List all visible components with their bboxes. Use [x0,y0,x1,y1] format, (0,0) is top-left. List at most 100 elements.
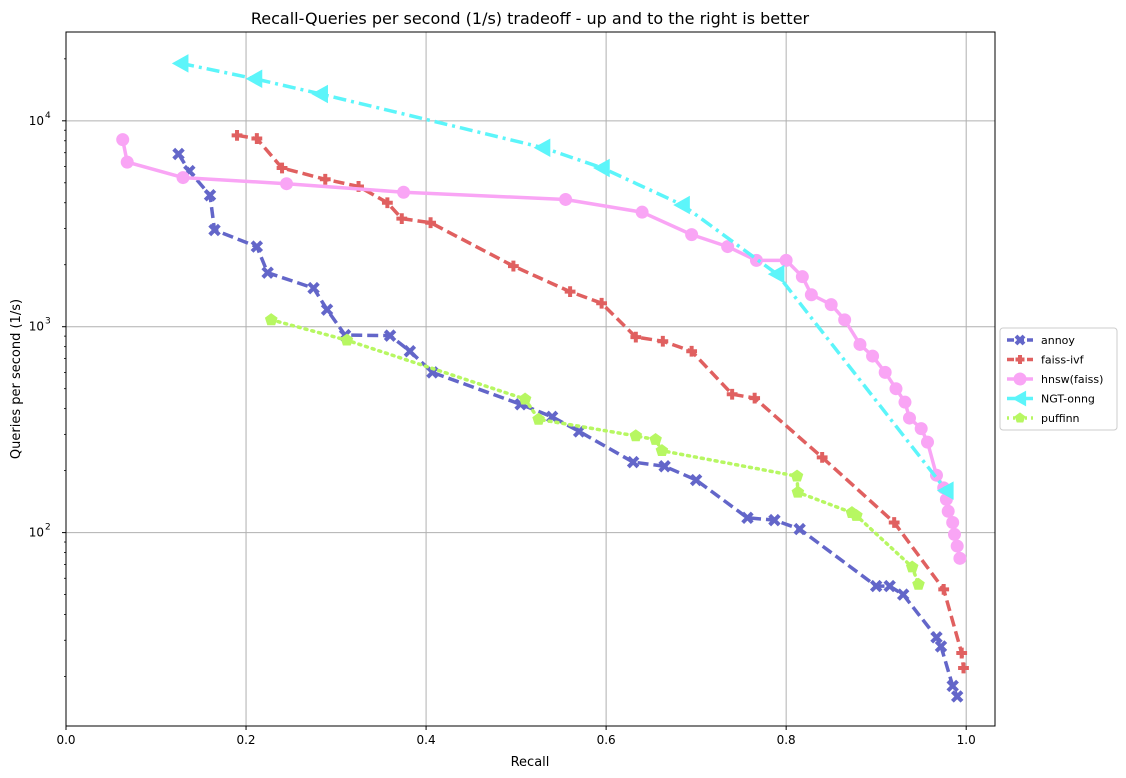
legend-frame [999,327,1118,431]
data-point [250,240,264,253]
data-point [626,455,640,469]
data-point [649,432,662,445]
legend-item: faiss-ivf [1007,354,1085,367]
data-point [793,522,806,536]
x-axis: 0.0 0.2 0.4 0.6 0.8 1.0 [56,726,976,747]
data-point [953,551,967,565]
series-line [177,153,959,698]
legend-label: faiss-ivf [1041,354,1085,367]
legend: annoy faiss-ivf hnsw(faiss) NGT-onng puffinn [999,327,1118,431]
data-point [596,297,608,309]
data-point [383,329,397,342]
data-point [850,508,863,521]
data-point [824,298,838,312]
y-tick-exponent: 2 [45,523,51,533]
data-point [518,392,532,405]
data-point [912,577,925,590]
data-point [816,451,828,463]
y-tick-label: 10 [29,114,44,128]
data-point [251,133,263,144]
data-point [593,158,610,178]
data-point [1014,412,1026,423]
y-tick-label: 10 [29,526,44,540]
data-point [397,185,411,199]
x-axis-label: Recall [511,755,550,770]
plot-frame [65,31,996,727]
x-tick-label: 0.8 [777,733,796,747]
data-point [507,260,519,272]
series-line [180,61,948,492]
data-point [869,579,883,593]
data-point [559,192,573,206]
data-point [689,473,703,487]
data-point [795,270,809,284]
data-point [866,349,880,363]
data-point [208,223,221,237]
grid [65,32,995,726]
series-faiss-ivf [231,129,969,674]
data-point [914,422,928,436]
data-point [629,429,643,442]
data-point [264,313,278,326]
data-point [896,588,910,601]
data-point [1013,372,1027,386]
data-point [171,54,189,73]
data-point [120,155,134,169]
data-point [280,177,294,191]
data-point [950,539,964,553]
data-point [902,411,916,425]
data-point [956,647,968,659]
data-point [116,133,130,147]
data-point [930,631,943,644]
data-point [898,395,912,409]
series-ngt-onng [171,54,954,500]
x-tick-label: 0.6 [597,733,616,747]
data-point [320,303,334,316]
data-point [958,662,969,674]
data-point [888,517,900,528]
data-point [946,515,960,529]
data-point [381,197,393,209]
legend-label: hnsw(faiss) [1041,373,1103,386]
legend-item: puffinn [1007,412,1080,425]
data-point [1015,355,1025,364]
y-axis-label: Queries per second (1/s) [9,299,24,459]
data-point [767,264,785,284]
data-point [905,560,919,573]
data-point [1011,390,1027,407]
data-point [726,388,738,400]
data-point [889,382,903,396]
data-point [853,337,867,351]
data-point [883,579,896,593]
data-point [721,240,735,254]
data-point [768,513,781,527]
y-tick-exponent: 4 [45,111,51,121]
y-tick-exponent: 3 [45,317,51,327]
y-tick-label: 10 [29,320,44,334]
data-point [231,129,243,141]
data-point [635,205,649,219]
data-point [673,195,690,215]
data-point [878,365,892,379]
x-tick-label: 0.2 [236,733,255,747]
data-point [947,527,961,541]
series-line [236,133,966,669]
x-tick-label: 1.0 [957,733,976,747]
legend-label: annoy [1041,334,1075,347]
data-point [533,138,551,157]
series-layer [116,54,969,703]
x-tick-label: 0.4 [417,733,436,747]
data-point [938,583,950,595]
data-point [686,345,698,357]
data-point [657,335,669,347]
data-point [1014,334,1026,346]
data-point [934,640,948,653]
data-point [791,485,805,498]
data-point [685,228,699,242]
data-point [950,690,964,703]
data-point [946,679,959,693]
data-point [936,481,954,500]
data-point [203,189,217,202]
